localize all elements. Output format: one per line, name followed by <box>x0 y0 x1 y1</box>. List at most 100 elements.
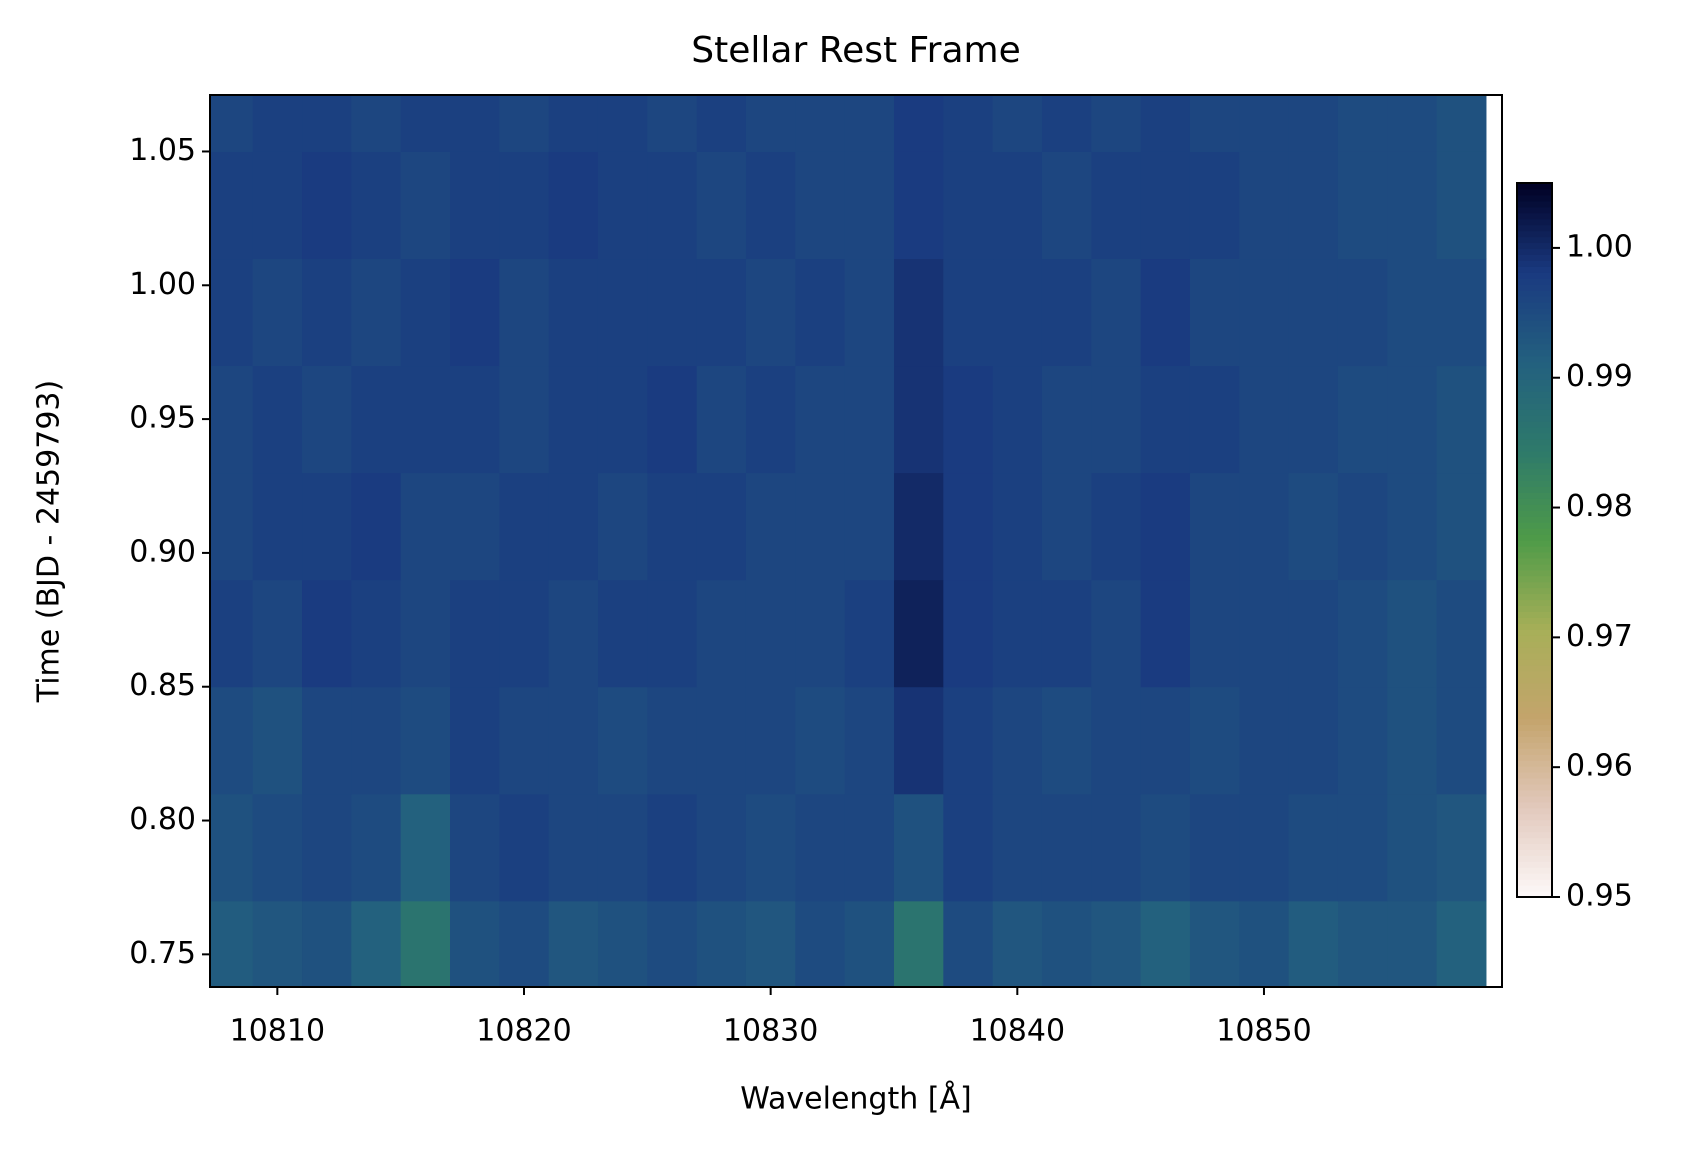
heatmap-cell <box>992 793 1043 902</box>
heatmap-cell <box>1189 579 1240 688</box>
heatmap-cell <box>597 900 648 987</box>
heatmap-cell <box>647 793 698 902</box>
colorbar-step <box>1517 623 1552 630</box>
heatmap-cell <box>252 900 303 987</box>
heatmap-cell <box>400 365 451 474</box>
heatmap-cell <box>1436 900 1487 987</box>
heatmap-cell <box>1337 686 1388 795</box>
heatmap-cell <box>351 686 402 795</box>
heatmap-cell <box>351 579 402 688</box>
heatmap-cell <box>252 579 303 688</box>
x-tick-label: 10830 <box>723 1014 818 1049</box>
colorbar-step <box>1517 331 1552 339</box>
heatmap-cell <box>1140 151 1191 260</box>
colorbar-step <box>1517 837 1552 845</box>
colorbar-step <box>1517 611 1552 618</box>
heatmap-cell <box>745 579 796 688</box>
colorbar-step <box>1517 284 1552 291</box>
heatmap-cell <box>1091 95 1142 152</box>
y-tick-label: 0.95 <box>129 401 196 436</box>
heatmap-cell <box>992 95 1043 152</box>
colorbar-step <box>1517 766 1552 773</box>
colorbar-step <box>1517 438 1552 446</box>
heatmap-cell <box>1387 151 1438 260</box>
heatmap-cell <box>795 793 846 902</box>
heatmap-cell <box>499 579 550 688</box>
heatmap-cell <box>449 900 500 987</box>
heatmap-cell <box>210 95 254 152</box>
heatmap-cell <box>1239 686 1290 795</box>
heatmap-cell <box>449 365 500 474</box>
heatmap-cell <box>795 900 846 987</box>
heatmap-cell <box>548 686 599 795</box>
heatmap-cell <box>1337 579 1388 688</box>
heatmap-cell <box>252 365 303 474</box>
heatmap-cell <box>696 151 747 260</box>
heatmap-cell <box>449 151 500 260</box>
heatmap-cell <box>499 793 550 902</box>
heatmap-cell <box>548 579 599 688</box>
heatmap-cell <box>992 686 1043 795</box>
heatmap-cell <box>795 365 846 474</box>
heatmap-cell <box>1337 95 1388 152</box>
heatmap-cell <box>1189 365 1240 474</box>
colorbar-step <box>1517 563 1552 571</box>
heatmap-cell <box>647 472 698 581</box>
heatmap-cell <box>548 258 599 367</box>
heatmap-cell <box>1337 900 1388 987</box>
heatmap-cell <box>647 95 698 152</box>
colorbar-step <box>1517 212 1552 220</box>
heatmap-cell <box>1140 686 1191 795</box>
heatmap-cell <box>1091 900 1142 987</box>
colorbar-step <box>1517 385 1552 392</box>
heatmap-cell <box>449 95 500 152</box>
colorbar-step <box>1517 194 1552 202</box>
colorbar-step <box>1517 653 1552 660</box>
heatmap-cell <box>1337 472 1388 581</box>
heatmap-cell <box>893 472 944 581</box>
heatmap-cell <box>745 365 796 474</box>
y-tick-label: 0.85 <box>129 668 196 703</box>
heatmap-cell <box>1091 258 1142 367</box>
heatmap-cell <box>210 472 254 581</box>
heatmap-cell <box>893 686 944 795</box>
heatmap-cell <box>1091 472 1142 581</box>
heatmap-cell <box>1239 900 1290 987</box>
colorbar-step <box>1517 867 1552 874</box>
colorbar-tick-label: 0.95 <box>1566 879 1633 914</box>
colorbar-tick-label: 0.97 <box>1566 619 1633 654</box>
heatmap-cell <box>1387 95 1438 152</box>
heatmap-cell <box>795 472 846 581</box>
heatmap-cell <box>795 579 846 688</box>
heatmap-cell <box>499 472 550 581</box>
colorbar-step <box>1517 724 1552 731</box>
heatmap-cell <box>597 151 648 260</box>
heatmap-cell <box>1288 472 1339 581</box>
colorbar-step <box>1517 819 1552 827</box>
colorbar-step <box>1517 599 1552 607</box>
heatmap-cell <box>548 95 599 152</box>
axes-frame <box>209 94 1503 988</box>
colorbar-step <box>1517 629 1552 636</box>
heatmap-cell <box>400 258 451 367</box>
colorbar-step <box>1517 885 1552 892</box>
heatmap-cell <box>696 900 747 987</box>
heatmap-cell <box>351 151 402 260</box>
heatmap-cell <box>1337 258 1388 367</box>
x-tick-label: 10810 <box>230 1014 325 1049</box>
heatmap-cell <box>302 95 352 152</box>
heatmap-cell <box>210 686 254 795</box>
heatmap-cell <box>1091 686 1142 795</box>
colorbar-step <box>1517 635 1552 642</box>
colorbar-step <box>1517 379 1552 386</box>
colorbar-step <box>1517 325 1552 333</box>
heatmap-cell <box>1288 95 1339 152</box>
heatmap-cell <box>844 793 895 902</box>
colorbar-step <box>1517 575 1552 583</box>
colorbar-step <box>1517 254 1552 261</box>
heatmap-cell <box>647 686 698 795</box>
colorbar-step <box>1517 373 1552 380</box>
heatmap-cell <box>400 900 451 987</box>
heatmap-cell <box>351 900 402 987</box>
colorbar-step <box>1517 688 1552 696</box>
